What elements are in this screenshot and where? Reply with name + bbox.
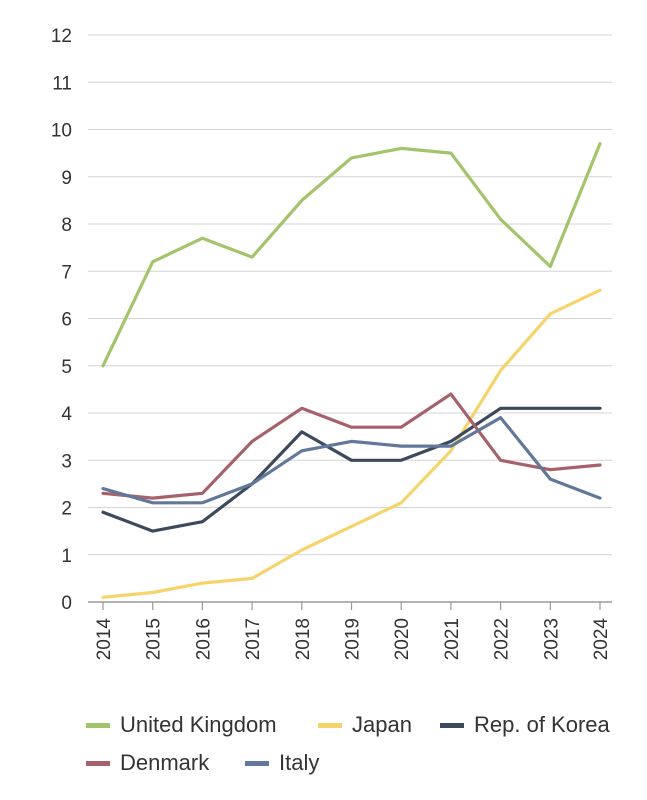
series-line-italy xyxy=(101,416,602,505)
x-tick-label-2019: 2019 xyxy=(343,618,364,660)
x-axis-tick-marks xyxy=(102,602,601,610)
y-tick-label-0: 0 xyxy=(61,593,72,614)
legend-swatch-denmark xyxy=(86,760,110,766)
y-tick-label-12: 12 xyxy=(51,26,72,47)
legend-label-denmark: Denmark xyxy=(120,750,210,775)
y-tick-label-4: 4 xyxy=(61,404,72,425)
gridlines xyxy=(88,34,612,603)
legend-item-denmark[interactable]: Denmark xyxy=(86,750,209,776)
y-tick-label-6: 6 xyxy=(61,310,72,331)
legend-item-united-kingdom[interactable]: United Kingdom xyxy=(86,712,277,738)
legend-label-japan: Japan xyxy=(352,712,412,737)
y-tick-label-3: 3 xyxy=(61,451,72,472)
x-tick-label-2018: 2018 xyxy=(293,618,314,660)
x-tick-label-2014: 2014 xyxy=(94,618,115,661)
series-line-united-kingdom xyxy=(101,142,602,368)
x-tick-label-2020: 2020 xyxy=(392,618,413,660)
series-lines xyxy=(101,142,602,599)
y-tick-label-7: 7 xyxy=(61,262,72,283)
y-tick-label-10: 10 xyxy=(51,121,72,142)
legend-item-italy[interactable]: Italy xyxy=(245,750,319,776)
x-tick-label-2023: 2023 xyxy=(541,618,562,660)
legend-item-japan[interactable]: Japan xyxy=(318,712,412,738)
x-tick-label-2022: 2022 xyxy=(492,618,513,660)
x-tick-label-2017: 2017 xyxy=(243,618,264,660)
series-line-denmark xyxy=(101,392,602,500)
legend: United Kingdom Japan Rep. of Korea Denma… xyxy=(0,700,647,790)
x-tick-label-2016: 2016 xyxy=(193,618,214,660)
legend-item-rep-of-korea[interactable]: Rep. of Korea xyxy=(440,712,610,738)
legend-swatch-united-kingdom xyxy=(86,722,110,728)
series-line-rep-of-korea xyxy=(101,406,602,533)
x-tick-label-2015: 2015 xyxy=(144,618,165,660)
x-tick-label-2021: 2021 xyxy=(442,618,463,660)
x-axis-tick-labels: 2014 2015 2016 2017 2018 2019 2020 2021 2022 2023… xyxy=(94,618,612,661)
y-tick-label-11: 11 xyxy=(52,73,72,94)
legend-swatch-rep-of-korea xyxy=(440,722,464,728)
legend-label-italy: Italy xyxy=(279,750,320,775)
legend-label-rep-of-korea: Rep. of Korea xyxy=(474,712,610,737)
series-line-japan xyxy=(101,288,602,599)
y-tick-label-2: 2 xyxy=(61,499,72,520)
legend-swatch-japan xyxy=(318,722,342,728)
x-tick-label-2024: 2024 xyxy=(591,618,612,661)
y-tick-label-9: 9 xyxy=(61,168,72,189)
y-tick-label-5: 5 xyxy=(61,357,72,378)
legend-label-united-kingdom: United Kingdom xyxy=(120,712,277,737)
legend-swatch-italy xyxy=(245,760,269,766)
y-tick-label-8: 8 xyxy=(61,215,72,236)
y-tick-label-1: 1 xyxy=(61,546,72,567)
